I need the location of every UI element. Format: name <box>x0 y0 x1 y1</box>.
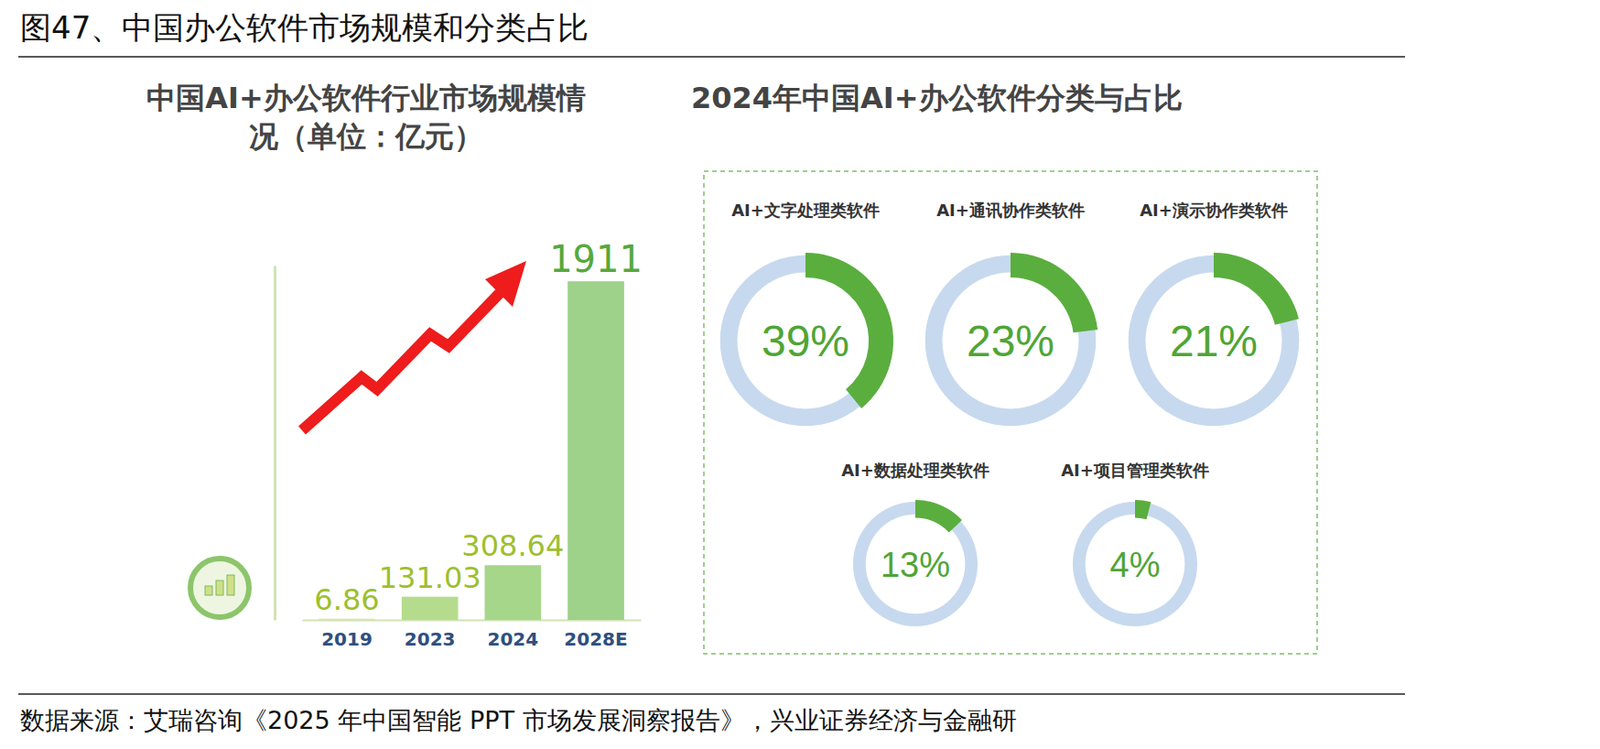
panel-frame <box>703 171 1318 654</box>
trend-arrow <box>302 260 527 431</box>
source: 数据来源：艾瑞咨询《2025 年中国智能 PPT 市场发展洞察报告》，兴业证券经… <box>20 705 1017 735</box>
data-label: 308.64 <box>461 528 564 563</box>
x-tick: 2024 <box>487 619 540 650</box>
bar <box>318 618 376 620</box>
donut-arc <box>915 499 963 532</box>
donut-label: AI+文字处理类软件 <box>731 200 880 220</box>
figure-title: 图47、中国办公软件市场规模和分类占比 <box>20 9 589 46</box>
decor-bar <box>216 580 224 595</box>
decor-icon <box>190 558 249 617</box>
y-axis-line <box>273 266 277 621</box>
arrow-shaft <box>302 291 502 431</box>
decor-bar <box>227 574 235 595</box>
x-tick: 2019 <box>321 619 373 650</box>
donut-label: AI+项目管理类软件 <box>1060 460 1210 480</box>
donut: 13% <box>853 499 978 627</box>
donut-label: AI+通讯协作类软件 <box>936 200 1085 220</box>
page: 图47、中国办公软件市场规模和分类占比数据来源：艾瑞咨询《2025 年中国智能 … <box>0 0 1600 749</box>
data-label: 6.86 <box>313 582 379 617</box>
x-tick-label: 2023 <box>404 627 456 650</box>
donut: 39% <box>720 252 894 426</box>
donut-label: AI+数据处理类软件 <box>841 460 990 480</box>
donut: 23% <box>925 252 1099 426</box>
chart-title: 中国AI+办公软件行业市场规模情况（单位：亿元） <box>146 80 585 154</box>
bars <box>318 281 625 620</box>
bar <box>401 596 459 620</box>
bar <box>485 564 542 620</box>
donut: 21% <box>1128 252 1300 426</box>
ring-track <box>1072 501 1198 627</box>
y-axis <box>274 266 276 621</box>
chart-title: 2024年中国AI+办公软件分类与占比 <box>691 80 1183 116</box>
x-tick: 2028E <box>563 619 628 650</box>
donut-label: AI+演示协作类软件 <box>1139 200 1288 220</box>
data-label: 39% <box>761 316 850 366</box>
bar <box>567 281 625 620</box>
x-tick-label: 2028E <box>563 627 628 650</box>
decor-bar <box>205 585 213 595</box>
data-label: 23% <box>966 316 1055 366</box>
data-label: 1911 <box>549 237 643 281</box>
data-label: 131.03 <box>378 560 482 595</box>
data-label: 13% <box>880 545 951 584</box>
data-label: 4% <box>1110 545 1161 584</box>
title-rule <box>18 55 1406 58</box>
decor-ring <box>190 558 249 617</box>
source-rule <box>18 692 1406 695</box>
x-tick-label: 2019 <box>321 627 373 650</box>
x-tick: 2023 <box>404 619 456 650</box>
x-tick-label: 2024 <box>487 627 540 650</box>
donut: 4% <box>1072 499 1198 627</box>
data-label: 21% <box>1169 316 1258 366</box>
x-axis: 2019 2023 2024 2028E <box>302 619 642 650</box>
arrow-head <box>485 260 527 307</box>
data-labels: 6.86131.03308.64 1911 <box>313 237 643 617</box>
donut-arc <box>1135 499 1151 519</box>
donut-arc <box>1213 252 1299 325</box>
